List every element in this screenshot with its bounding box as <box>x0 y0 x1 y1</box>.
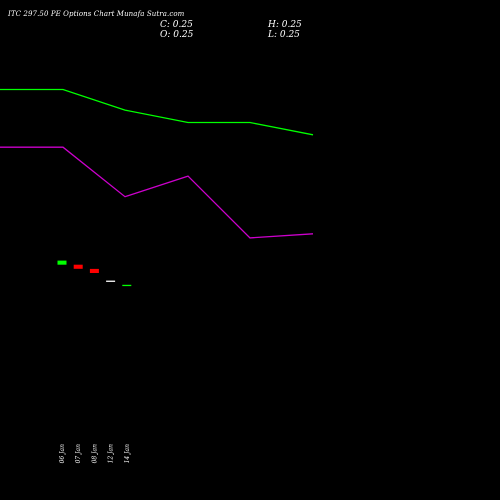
x-tick-label: 07 Jan <box>75 444 82 464</box>
x-tick-label: 06 Jan <box>59 444 66 464</box>
x-tick-label: 08 Jan <box>91 444 98 464</box>
x-tick-label: 14 Jan <box>124 444 131 464</box>
indicator-line-2 <box>0 146 314 239</box>
low-value: L: 0.25 <box>268 30 300 40</box>
high-value: H: 0.25 <box>268 20 302 30</box>
close-value: C: 0.25 <box>160 20 193 30</box>
x-tick-label: 12 Jan <box>108 444 115 464</box>
candle-08-jan <box>89 268 99 273</box>
open-value: O: 0.25 <box>160 30 194 40</box>
candle-14-jan <box>122 284 132 287</box>
chart-title: ITC 297.50 PE Options Chart Munafa Sutra… <box>8 10 185 18</box>
indicator-line-1 <box>0 88 314 136</box>
candle-12-jan <box>106 280 116 282</box>
candle-06-jan <box>57 260 67 265</box>
candle-07-jan <box>73 264 83 269</box>
